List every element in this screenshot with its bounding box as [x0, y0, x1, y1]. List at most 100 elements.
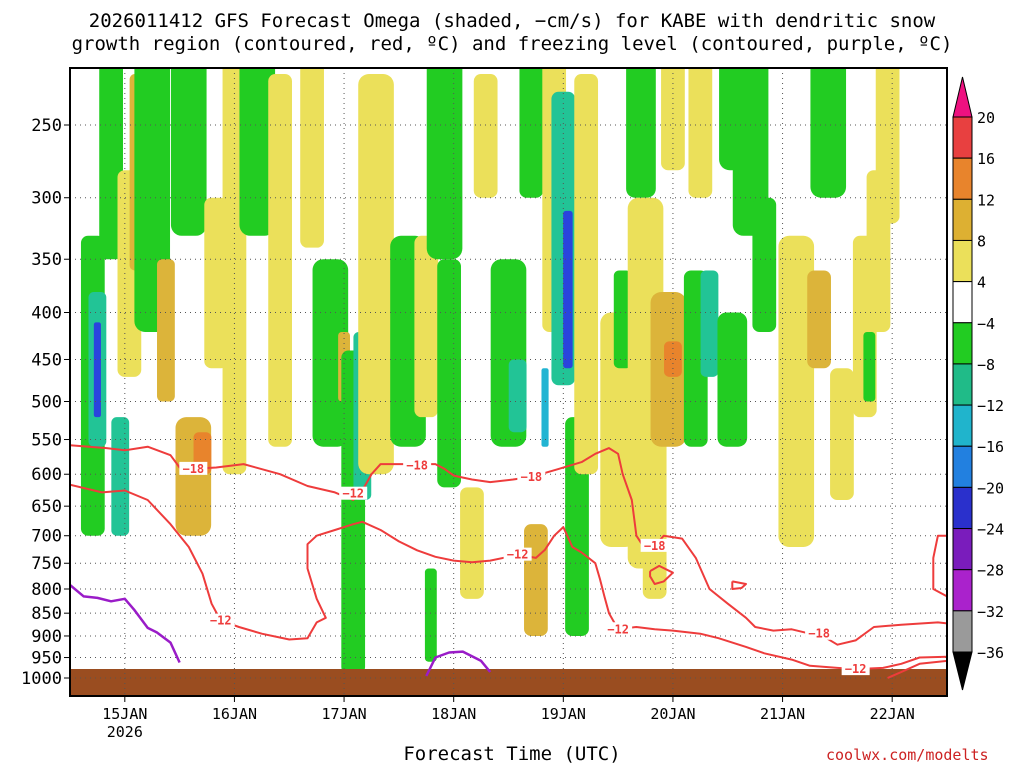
y-tick-label-600: 600: [31, 465, 62, 485]
omega-cell-9: [157, 259, 175, 402]
omega-cell-26: [426, 68, 463, 260]
colorbar-segment-7: [952, 404, 973, 447]
omega-cell-62: [875, 68, 900, 224]
contour-label-1-0: −12: [210, 614, 232, 628]
omega-cell-55: [778, 235, 815, 547]
omega-cell-29: [473, 74, 498, 198]
x-axis-title: Forecast Time (UTC): [403, 743, 621, 765]
colorbar-top-arrow: [952, 76, 973, 118]
y-tick-label-550: 550: [31, 431, 62, 451]
omega-cell-17: [300, 68, 324, 248]
x-tick-label-18JAN: 18JAN: [431, 705, 476, 723]
omega-cell-37: [563, 210, 573, 369]
contour-label-bg-0-3: [640, 538, 669, 552]
omega-cell-10: [170, 68, 207, 236]
omega-cell-39: [574, 74, 599, 475]
x-tick-label-20JAN: 20JAN: [650, 705, 695, 723]
plot-border: [69, 67, 948, 697]
y-tick-label-450: 450: [31, 350, 62, 370]
colorbar-label-11: −28: [977, 562, 1004, 580]
contour-label-bg-1-2: [503, 547, 532, 561]
colorbar-label-1: 16: [977, 150, 995, 168]
contour-label-0-1: −18: [406, 458, 428, 472]
colorbar-label-12: −32: [977, 603, 1004, 621]
dgz-contour-3: [649, 564, 674, 585]
omega-cell-13: [204, 197, 229, 369]
x-tick-sublabel-15JAN: 2026: [107, 723, 143, 741]
omega-cell-31: [508, 359, 527, 433]
colorbar-label-4: 4: [977, 274, 986, 292]
omega-cell-56: [807, 270, 831, 369]
contour-label-bg-1-3: [604, 622, 633, 636]
y-tick-label-800: 800: [31, 580, 62, 600]
dgz-contour-4: [731, 580, 747, 590]
y-axis: 250 300 350 400 450 500 550 600 650 700 750 800 850 9…: [21, 116, 70, 689]
colorbar-segment-9: [952, 486, 973, 530]
colorbar-label-7: −12: [977, 397, 1004, 415]
credit-text: coolwx.com/modelts: [826, 746, 989, 764]
omega-cell-60: [863, 331, 876, 402]
contour-label-0-0: −18: [182, 462, 204, 476]
y-tick-label-400: 400: [31, 303, 62, 323]
freezing-level-contour-1: [425, 650, 492, 677]
title-line-2: growth region (contoured, red, ºC) and f…: [71, 33, 953, 55]
omega-cell-58: [830, 368, 854, 500]
x-tick-label-16JAN: 16JAN: [212, 705, 257, 723]
y-tick-label-350: 350: [31, 250, 62, 270]
dgz-contour-1: [70, 483, 947, 671]
omega-cell-51: [717, 312, 748, 447]
colorbar-segment-4: [952, 281, 973, 324]
y-tick-label-900: 900: [31, 627, 62, 647]
contour-label-bg-1-0: [206, 613, 235, 627]
y-tick-label-700: 700: [31, 527, 62, 547]
ground-layer: [70, 669, 947, 696]
colorbar-segment-3: [952, 239, 973, 283]
omega-shading-layer: [70, 68, 947, 696]
omega-cell-50: [700, 270, 719, 377]
omega-cell-42: [626, 68, 656, 198]
x-tick-label-15JAN: 15JAN: [102, 705, 147, 723]
contour-label-bg-0-1: [403, 458, 432, 472]
contour-label-bg-0-2: [517, 469, 546, 483]
contour-label-0-4: −18: [808, 627, 830, 641]
y-tick-label-950: 950: [31, 649, 62, 669]
omega-cell-41: [613, 270, 632, 369]
colorbar-segment-8: [952, 445, 973, 488]
colorbar-segment-2: [952, 198, 973, 241]
ground-band: [70, 669, 947, 696]
omega-cell-3: [99, 68, 123, 260]
contour-label-0-2: −18: [520, 470, 542, 484]
omega-cell-22: [358, 74, 394, 475]
freezing-level-contour-0: [70, 584, 181, 664]
contour-label-bg-0-0: [179, 461, 208, 475]
colorbar-label-5: −4: [977, 315, 995, 333]
omega-cell-34: [541, 368, 549, 447]
colorbar-label-3: 8: [977, 232, 986, 250]
omega-cell-47: [661, 68, 685, 171]
contour-label-1-1: −12: [342, 487, 364, 501]
x-tick-label-21JAN: 21JAN: [760, 705, 805, 723]
contour-layer: −18 −18 −18 −18 −18 −12 −12 −12 −12 −12: [70, 444, 947, 679]
colorbar-label-2: 12: [977, 191, 995, 209]
omega-cell-33: [524, 524, 548, 636]
title-line-1: 2026011412 GFS Forecast Omega (shaded, −…: [88, 10, 936, 32]
contour-label-bg-1-4: [841, 662, 870, 676]
dgz-contour-5: [887, 659, 947, 679]
omega-cell-4: [111, 417, 130, 536]
omega-cell-15: [239, 68, 276, 236]
omega-cell-24: [414, 235, 439, 418]
y-tick-label-250: 250: [31, 116, 62, 136]
grid-layer: [70, 68, 947, 696]
omega-cell-16: [268, 74, 292, 447]
colorbar-label-8: −16: [977, 438, 1004, 456]
omega-cell-28: [460, 487, 484, 599]
contour-label-bg-0-4: [805, 626, 834, 640]
omega-cell-53: [732, 68, 769, 236]
dgz-contour-0: [70, 444, 947, 646]
colorbar-label-13: −36: [977, 644, 1004, 662]
omega-cell-2: [93, 322, 101, 418]
omega-cell-46: [664, 341, 682, 377]
contour-label-bg-1-1: [339, 486, 368, 500]
colorbar-label-6: −8: [977, 356, 995, 374]
colorbar-segment-10: [952, 528, 973, 571]
